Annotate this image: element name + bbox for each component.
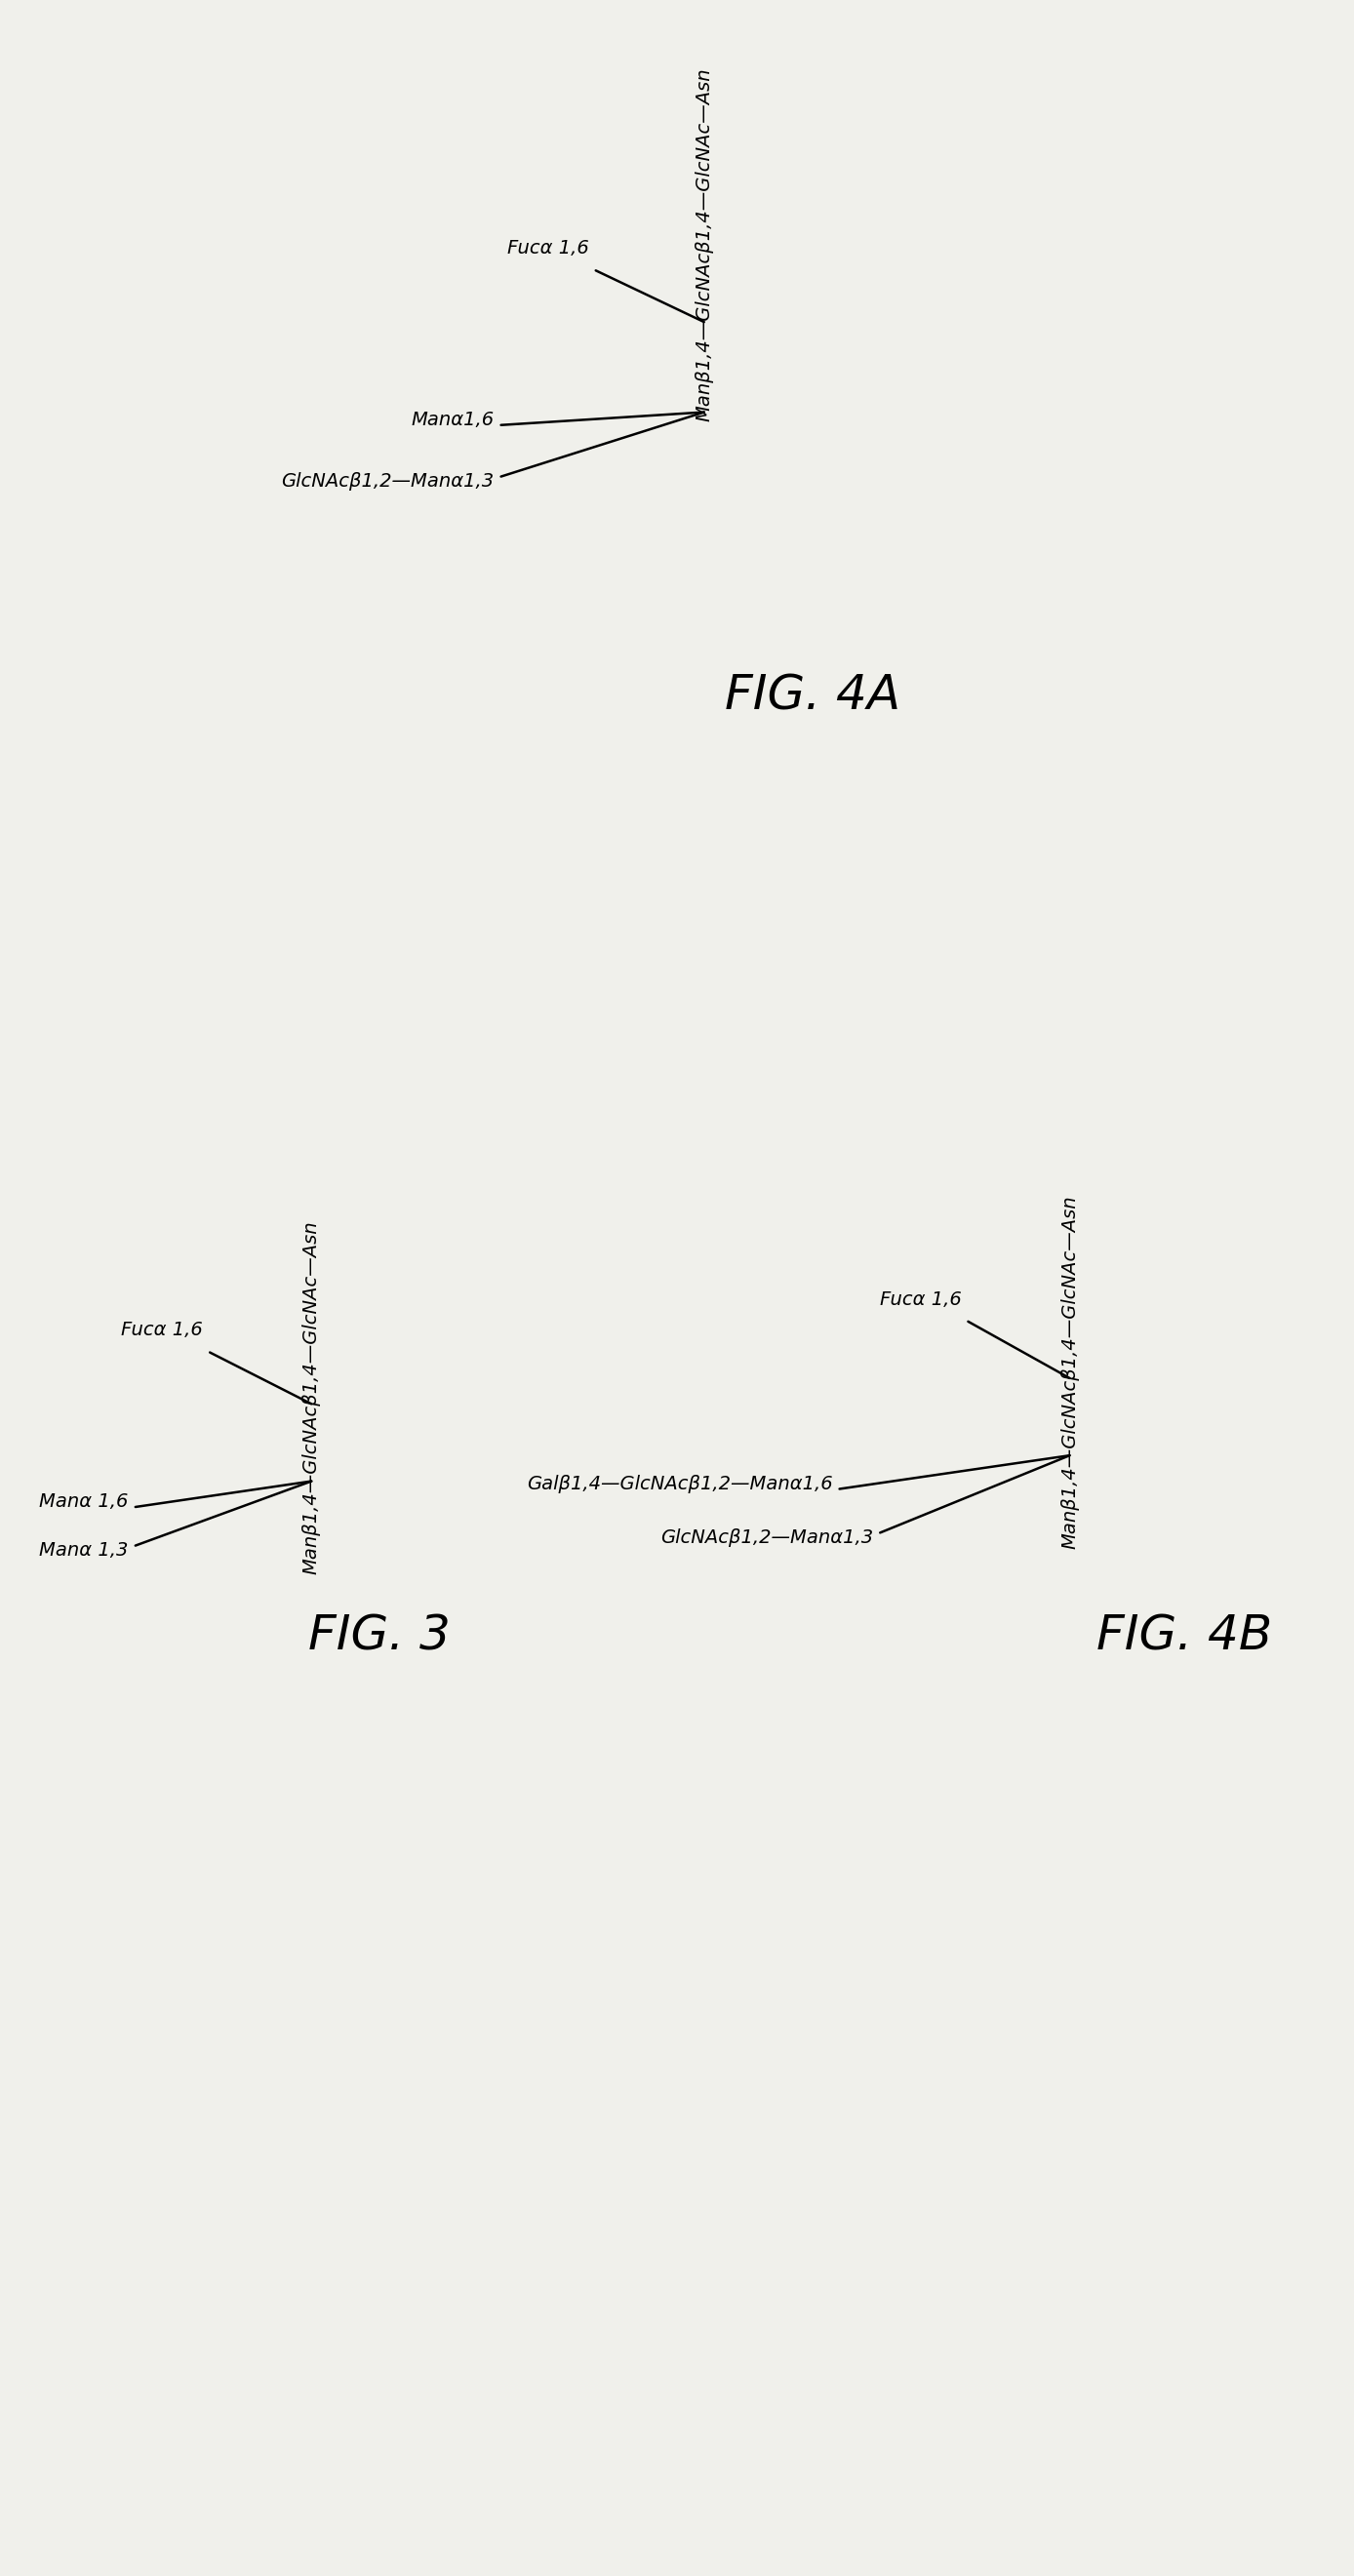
Text: Fucα 1,6: Fucα 1,6 [880, 1291, 961, 1309]
Text: Manα 1,3: Manα 1,3 [39, 1540, 129, 1561]
Text: Galβ1,4—GlcNAcβ1,2—Manα1,6: Galβ1,4—GlcNAcβ1,2—Manα1,6 [527, 1473, 833, 1494]
Text: Manβ1,4—GlcNAcβ1,4—GlcNAc—Asn: Manβ1,4—GlcNAcβ1,4—GlcNAc—Asn [695, 67, 714, 422]
Text: Fucα 1,6: Fucα 1,6 [508, 240, 589, 258]
Text: Manβ1,4—GlcNAcβ1,4—GlcNAc—Asn: Manβ1,4—GlcNAcβ1,4—GlcNAc—Asn [302, 1221, 321, 1574]
Text: Manα 1,6: Manα 1,6 [39, 1492, 129, 1512]
Text: FIG. 3: FIG. 3 [307, 1613, 451, 1659]
Text: Manβ1,4—GlcNAcβ1,4—GlcNAc—Asn: Manβ1,4—GlcNAcβ1,4—GlcNAc—Asn [1060, 1195, 1079, 1548]
Text: FIG. 4B: FIG. 4B [1097, 1613, 1273, 1659]
Text: GlcNAcβ1,2—Manα1,3: GlcNAcβ1,2—Manα1,3 [661, 1528, 873, 1548]
Text: GlcNAcβ1,2—Manα1,3: GlcNAcβ1,2—Manα1,3 [282, 471, 494, 492]
Text: Manα1,6: Manα1,6 [412, 410, 494, 430]
Text: FIG. 4A: FIG. 4A [724, 672, 900, 719]
Text: Fucα 1,6: Fucα 1,6 [122, 1321, 203, 1340]
